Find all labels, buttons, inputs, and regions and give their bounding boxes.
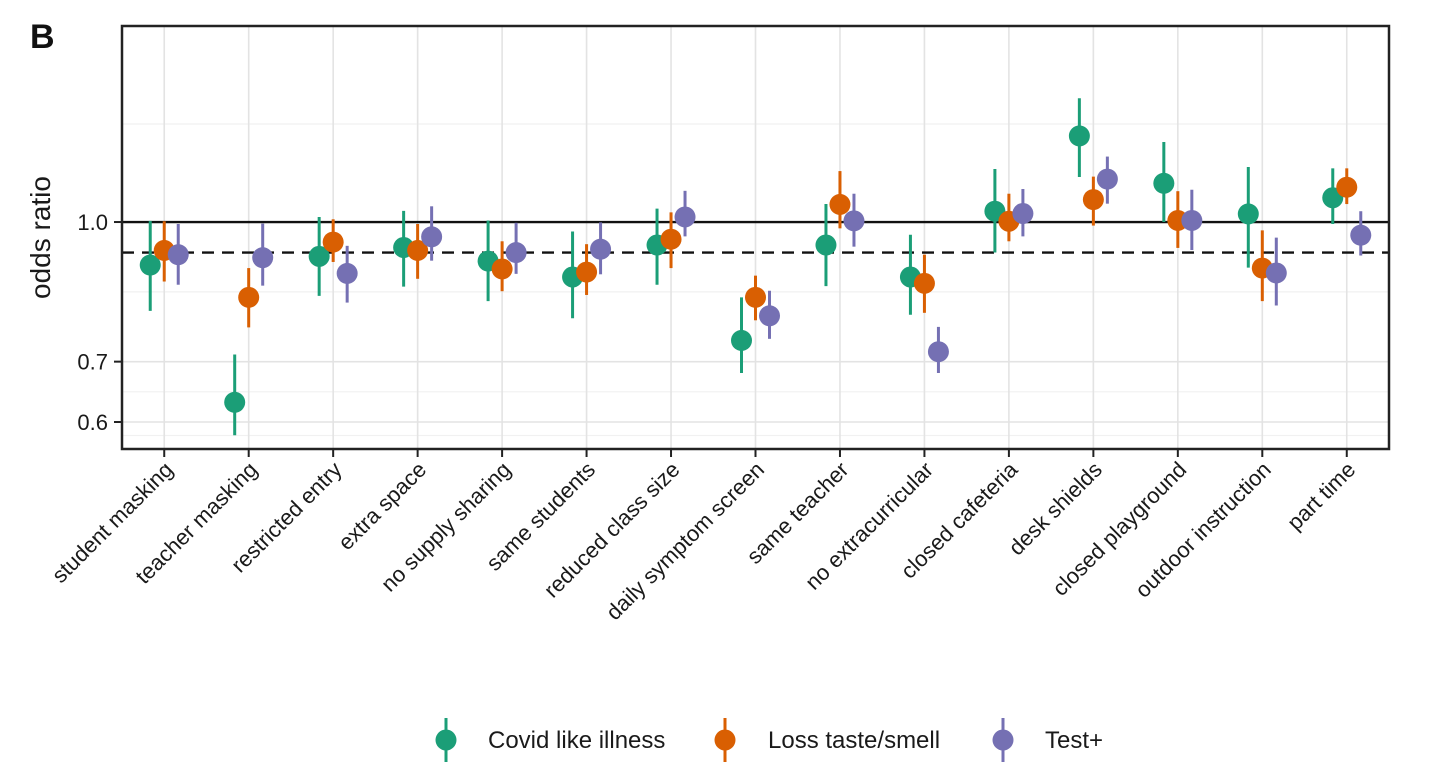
data-point bbox=[590, 238, 612, 260]
data-point bbox=[843, 210, 865, 232]
data-point bbox=[1336, 176, 1358, 198]
legend-label: Loss taste/smell bbox=[768, 727, 940, 754]
legend-item-2: Test+ bbox=[992, 718, 1103, 762]
data-point bbox=[252, 247, 274, 269]
legend-item-0: Covid like illness bbox=[435, 718, 665, 762]
y-axis-title: odds ratio bbox=[25, 176, 56, 299]
data-point bbox=[505, 242, 527, 264]
data-point bbox=[167, 244, 189, 266]
data-point bbox=[421, 226, 443, 248]
series-1 bbox=[153, 168, 1358, 328]
data-point bbox=[815, 234, 837, 256]
legend-item-1: Loss taste/smell bbox=[714, 718, 940, 762]
data-point bbox=[913, 272, 935, 294]
data-point bbox=[336, 262, 358, 284]
data-point bbox=[1096, 168, 1118, 190]
data-point bbox=[491, 258, 513, 280]
data-point bbox=[1012, 203, 1034, 225]
data-point bbox=[660, 228, 682, 250]
data-point bbox=[829, 193, 851, 215]
data-point bbox=[1153, 172, 1175, 194]
legend-label: Covid like illness bbox=[488, 727, 665, 754]
data-point bbox=[308, 245, 330, 267]
x-tick-label: daily symptom screen bbox=[601, 457, 769, 625]
data-point bbox=[322, 231, 344, 253]
data-point bbox=[139, 254, 161, 276]
legend-label: Test+ bbox=[1045, 727, 1103, 754]
legend: Covid like illness Loss taste/smell Test+ bbox=[435, 718, 1103, 762]
data-point bbox=[759, 305, 780, 327]
data-point bbox=[238, 286, 260, 308]
data-point bbox=[407, 239, 429, 261]
panel-label: B bbox=[30, 18, 55, 56]
data-point bbox=[1082, 189, 1104, 211]
y-tick-label: 1.0 bbox=[77, 210, 108, 235]
data-point bbox=[745, 286, 766, 308]
legend-key-point bbox=[992, 729, 1014, 751]
data-point bbox=[224, 391, 246, 413]
data-point bbox=[1237, 203, 1259, 225]
data-point bbox=[1350, 224, 1372, 246]
x-tick-label: part time bbox=[1282, 457, 1360, 535]
series-0 bbox=[139, 98, 1344, 436]
data-point bbox=[576, 261, 598, 283]
y-tick-label: 0.6 bbox=[77, 410, 108, 435]
legend-key-point bbox=[714, 729, 736, 751]
data-point bbox=[731, 329, 752, 351]
data-point bbox=[927, 341, 949, 363]
data-point bbox=[1181, 209, 1203, 231]
series-2 bbox=[167, 156, 1372, 373]
grid-layer bbox=[122, 26, 1389, 449]
data-point bbox=[1265, 262, 1287, 284]
y-tick-label: 0.7 bbox=[77, 350, 108, 375]
data-layer bbox=[139, 98, 1372, 436]
data-point bbox=[1068, 125, 1090, 147]
legend-key-point bbox=[435, 729, 457, 751]
data-point bbox=[674, 206, 696, 228]
